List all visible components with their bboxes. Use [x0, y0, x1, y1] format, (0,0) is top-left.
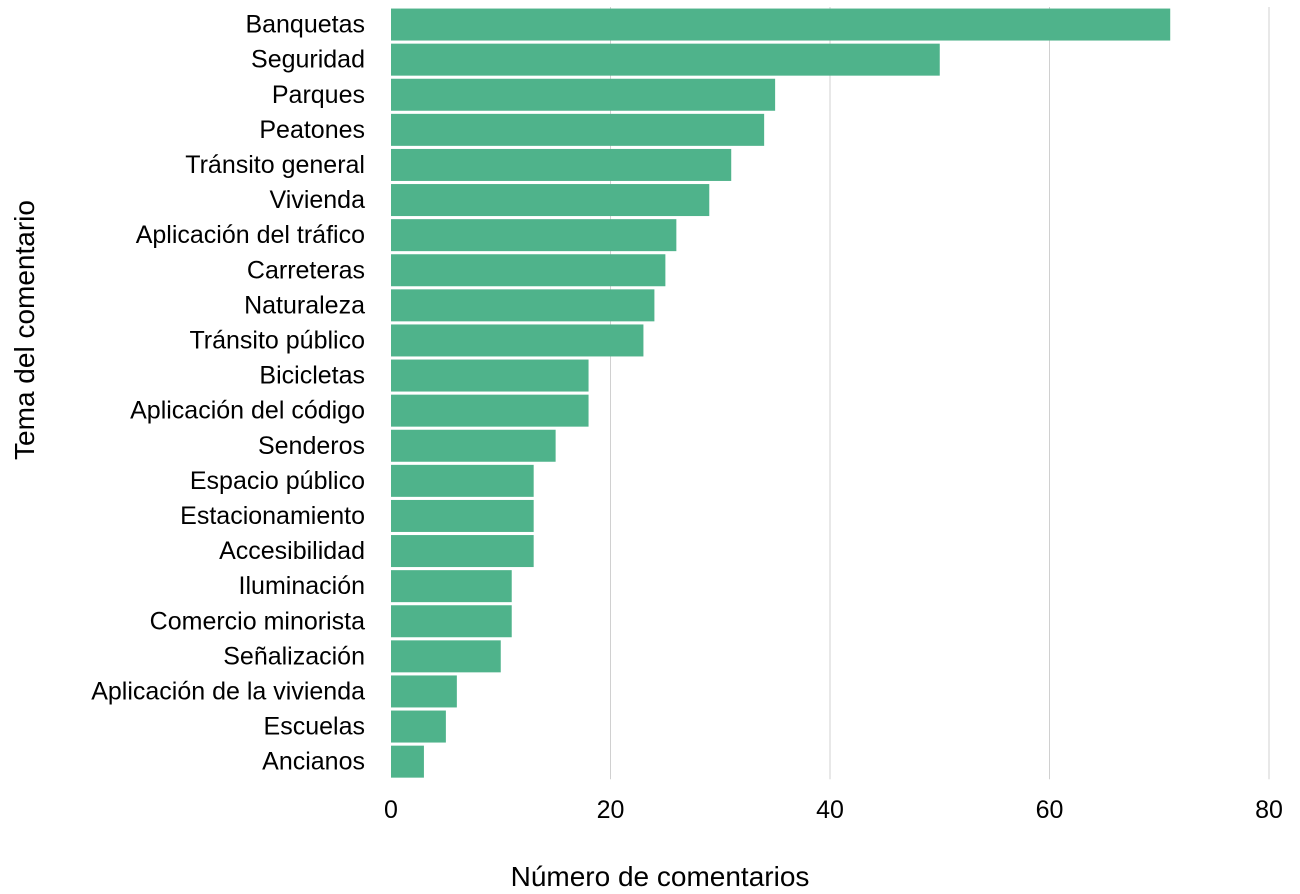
bar — [391, 605, 512, 638]
category-labels: Banquetas Seguridad Parques Peatones Tránsit… — [91, 11, 365, 776]
category-label: Naturaleza — [244, 291, 365, 319]
x-tick-label: 40 — [816, 796, 844, 824]
category-label: Espacio público — [190, 467, 365, 495]
bar — [391, 254, 666, 287]
bar — [391, 675, 457, 708]
x-tick-label: 0 — [384, 796, 398, 824]
bar — [391, 710, 446, 743]
category-label: Bicicletas — [259, 362, 365, 390]
bar — [391, 78, 776, 111]
bar — [391, 184, 710, 217]
gridlines — [610, 7, 1270, 780]
x-tick-label: 60 — [1036, 796, 1064, 824]
bar — [391, 43, 940, 76]
bar — [391, 359, 589, 392]
category-label: Seguridad — [251, 46, 365, 74]
bar — [391, 745, 424, 778]
category-label: Aplicación del tráfico — [136, 221, 365, 249]
category-label: Peatones — [259, 116, 365, 144]
bar — [391, 324, 644, 357]
category-label: Parques — [272, 81, 365, 109]
category-label: Estacionamiento — [180, 502, 365, 530]
category-label: Aplicación de la vivienda — [91, 677, 365, 705]
x-tick-label: 80 — [1255, 796, 1283, 824]
category-label: Vivienda — [270, 186, 366, 214]
bar — [391, 219, 677, 252]
bar — [391, 8, 1171, 41]
category-label: Accesibilidad — [219, 537, 365, 565]
bar — [391, 394, 589, 427]
category-label: Comercio minorista — [150, 607, 365, 635]
bar — [391, 570, 512, 603]
x-tick-label: 20 — [597, 796, 625, 824]
x-axis-title: Número de comentarios — [511, 861, 810, 892]
bar — [391, 464, 534, 497]
bar — [391, 499, 534, 532]
x-tick-labels: 0 20 40 60 80 — [384, 796, 1283, 824]
y-axis-title: Tema del comentario — [9, 200, 40, 460]
category-label: Iluminación — [239, 572, 365, 600]
bar — [391, 148, 732, 181]
category-label: Banquetas — [245, 11, 365, 39]
category-label: Senderos — [258, 432, 365, 460]
category-label: Señalización — [223, 642, 365, 670]
category-label: Tránsito general — [185, 151, 365, 179]
category-label: Carreteras — [247, 256, 365, 284]
category-label: Escuelas — [264, 713, 365, 741]
bar — [391, 113, 765, 146]
bars — [391, 8, 1171, 778]
bar — [391, 289, 655, 322]
bar — [391, 429, 556, 462]
category-label: Aplicación del código — [130, 397, 365, 425]
bar — [391, 640, 501, 673]
category-label: Ancianos — [262, 748, 365, 776]
bar — [391, 535, 534, 568]
category-label: Tránsito público — [189, 326, 365, 354]
